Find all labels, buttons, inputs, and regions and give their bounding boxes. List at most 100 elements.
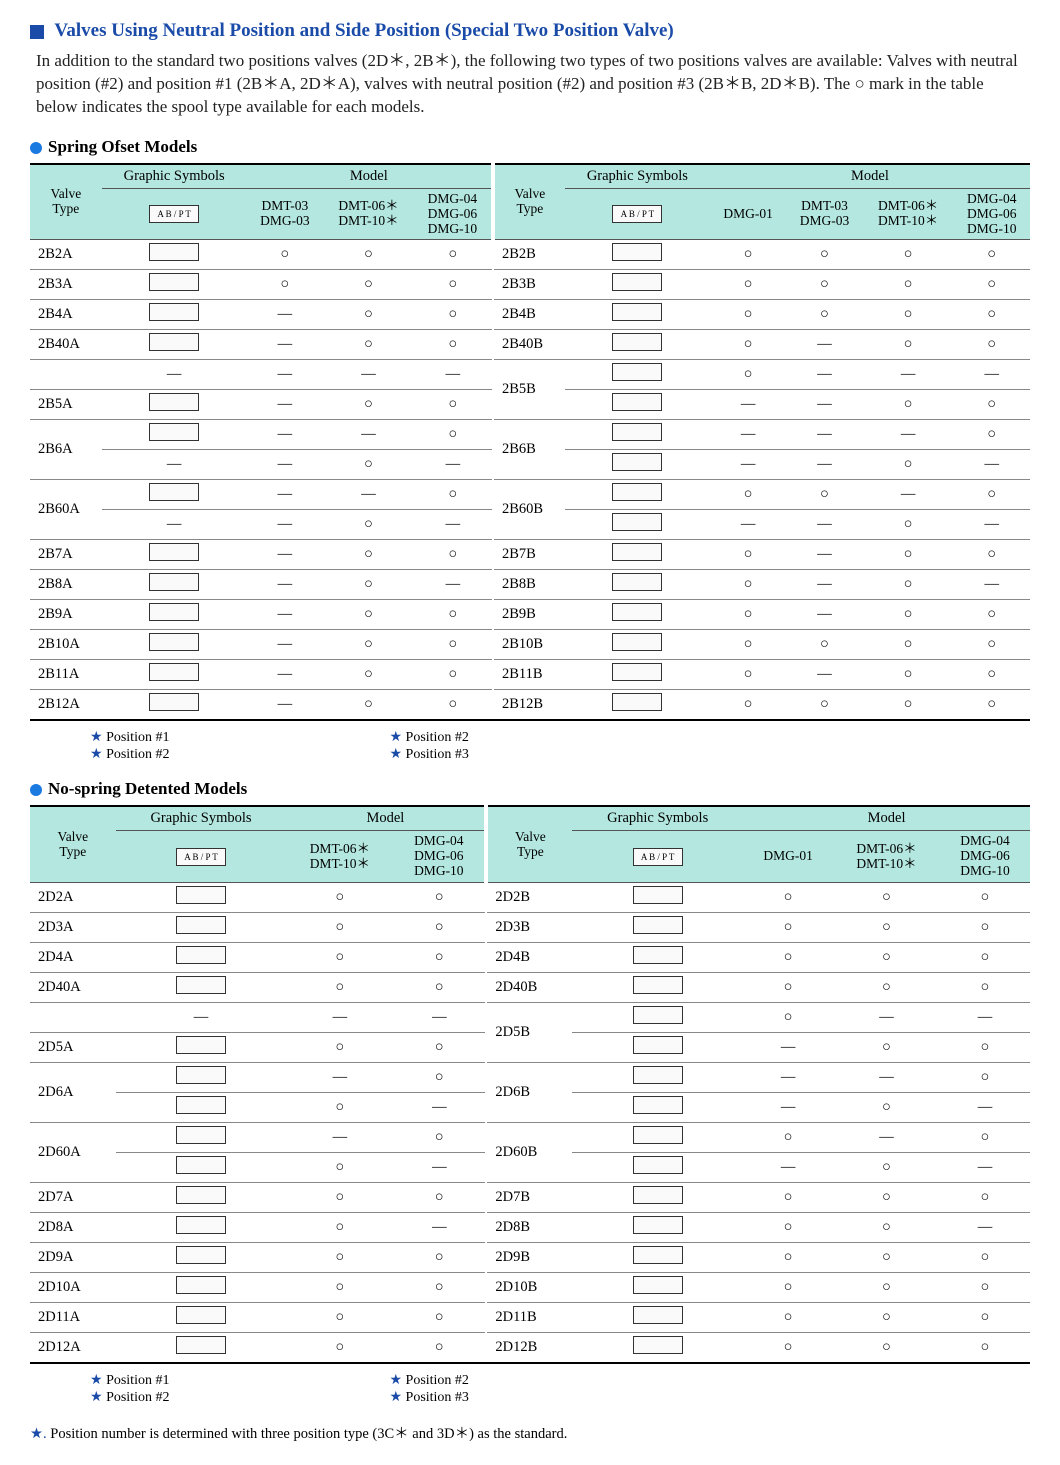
symbol-cell: [565, 540, 710, 570]
symbol-cell: [102, 330, 247, 360]
mark-cell: ○: [940, 912, 1030, 942]
mark-cell: ○: [393, 1122, 486, 1152]
symbol-cell: [565, 600, 710, 630]
mark-cell: —: [786, 660, 862, 690]
mark-cell: ○: [954, 390, 1031, 420]
symbol-cell: [116, 1122, 287, 1152]
mark-cell: ○: [786, 480, 862, 510]
mark-cell: ○: [323, 270, 414, 300]
mark-cell: —: [786, 540, 862, 570]
valve-type-cell: 2D40A: [30, 972, 116, 1002]
valve-table: ValveTypeGraphic SymbolsModelValveTypeGr…: [30, 163, 1030, 722]
mark-cell: —: [863, 420, 954, 450]
mark-cell: ○: [743, 912, 833, 942]
symbol-cell: [565, 570, 710, 600]
fn-item: Position #2: [389, 729, 468, 746]
mark-cell: —: [247, 390, 323, 420]
mark-cell: —: [786, 450, 862, 480]
valve-type-cell: 2B7B: [493, 540, 565, 570]
valve-type-cell: 2B6B: [493, 420, 565, 480]
mark-cell: ○: [286, 1272, 393, 1302]
mark-cell: —: [786, 570, 862, 600]
mark-cell: —: [863, 360, 954, 390]
mark-cell: ○: [393, 1062, 486, 1092]
mark-cell: ○: [414, 480, 493, 510]
mark-cell: ○: [954, 330, 1031, 360]
hdr-model-col: DMT-03DMG-03: [247, 188, 323, 240]
sub-title: No-spring Detented Models: [30, 779, 1030, 799]
mark-cell: —: [786, 510, 862, 540]
hdr-graphic-symbols: Graphic Symbols: [565, 164, 710, 189]
mark-cell: —: [833, 1002, 940, 1032]
mark-cell: ○: [247, 240, 323, 270]
hdr-symbol-diagram: A B / P T: [116, 831, 287, 883]
valve-type-cell: 2B9B: [493, 600, 565, 630]
mark-cell: —: [954, 450, 1031, 480]
mark-cell: ○: [323, 600, 414, 630]
mark-cell: —: [286, 1122, 393, 1152]
mark-cell: —: [247, 660, 323, 690]
symbol-cell: [572, 1152, 743, 1182]
mark-cell: ○: [323, 300, 414, 330]
symbol-cell: —: [102, 510, 247, 540]
mark-cell: ○: [414, 330, 493, 360]
valve-type-cell: 2D4A: [30, 942, 116, 972]
mark-cell: ○: [940, 1332, 1030, 1363]
valve-type-cell: 2D12A: [30, 1332, 116, 1363]
hdr-symbol-diagram: A B / P T: [572, 831, 743, 883]
mark-cell: —: [414, 360, 493, 390]
symbol-cell: [565, 420, 710, 450]
symbol-cell: [102, 300, 247, 330]
mark-cell: ○: [863, 540, 954, 570]
mark-cell: ○: [833, 1242, 940, 1272]
mark-cell: ○: [786, 690, 862, 721]
mark-cell: ○: [393, 1332, 486, 1363]
main-title-text: Valves Using Neutral Position and Side P…: [54, 20, 673, 41]
symbol-cell: [572, 1332, 743, 1363]
hdr-model-col: DMG-01: [710, 188, 786, 240]
mark-cell: ○: [743, 942, 833, 972]
mark-cell: —: [393, 1212, 486, 1242]
valve-type-cell: 2D11B: [486, 1302, 572, 1332]
mark-cell: ○: [940, 1302, 1030, 1332]
mark-cell: ○: [414, 690, 493, 721]
valve-type-cell: 2B11B: [493, 660, 565, 690]
valve-type-cell: 2D9A: [30, 1242, 116, 1272]
mark-cell: —: [247, 450, 323, 480]
mark-cell: —: [940, 1002, 1030, 1032]
mark-cell: ○: [833, 1302, 940, 1332]
symbol-cell: [572, 882, 743, 912]
valve-type-cell: 2B3A: [30, 270, 102, 300]
mark-cell: —: [743, 1062, 833, 1092]
fn-item: Position #3: [389, 1389, 468, 1406]
mark-cell: ○: [833, 1272, 940, 1302]
mark-cell: ○: [833, 1182, 940, 1212]
sub-title-text: No-spring Detented Models: [48, 779, 247, 798]
mark-cell: —: [786, 390, 862, 420]
valve-type-cell: 2B10A: [30, 630, 102, 660]
valve-type-cell: 2D40B: [486, 972, 572, 1002]
mark-cell: ○: [393, 912, 486, 942]
symbol-cell: [102, 600, 247, 630]
mark-cell: ○: [786, 270, 862, 300]
fn-item: Position #2: [389, 1372, 468, 1389]
mark-cell: —: [247, 690, 323, 721]
sub-title: Spring Ofset Models: [30, 137, 1030, 157]
mark-cell: ○: [323, 630, 414, 660]
hdr-model-col: DMT-06＊DMT-10＊: [863, 188, 954, 240]
symbol-cell: [116, 942, 287, 972]
hdr-valve-type: ValveType: [486, 806, 572, 882]
mark-cell: —: [743, 1092, 833, 1122]
valve-type-cell: 2B40A: [30, 330, 102, 360]
mark-cell: ○: [833, 882, 940, 912]
symbol-cell: [116, 1242, 287, 1272]
symbol-cell: —: [116, 1002, 287, 1032]
valve-type-cell: 2D12B: [486, 1332, 572, 1363]
hdr-model: Model: [743, 806, 1030, 831]
valve-type-cell: 2B2A: [30, 240, 102, 270]
symbol-cell: —: [102, 450, 247, 480]
fn-item: Position #2: [90, 1389, 169, 1406]
hdr-model: Model: [710, 164, 1030, 189]
mark-cell: ○: [863, 450, 954, 480]
mark-cell: ○: [286, 972, 393, 1002]
